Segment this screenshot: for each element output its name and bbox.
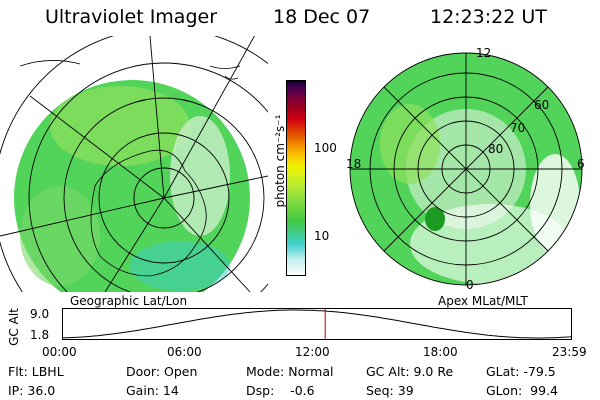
colorbar [286,80,306,276]
time-tick-0000: 00:00 [42,345,77,359]
continent-outline [90,149,207,277]
info-mode: Mode: Normal [246,364,334,379]
info-gain: Gain: 14 [126,383,179,398]
geo-map-label: Geographic Lat/Lon [70,294,188,308]
geographic-map [0,36,268,292]
info-door: Door: Open [126,364,198,379]
time-tick-2359: 23:59 [552,345,587,359]
altitude-curve [62,309,572,339]
instrument-title: Ultraviolet Imager [45,6,218,28]
info-dsp: Dsp: -0.6 [246,383,315,398]
mlt-label-18: 18 [346,157,362,171]
mlat-label-60: 60 [534,98,550,112]
info-glat: GLat: -79.5 [486,364,556,379]
info-ip: IP: 36.0 [8,383,56,398]
mlat-label-70: 70 [510,121,526,135]
apex-map-label: Apex MLat/MLT [438,294,528,308]
date-label: 18 Dec 07 [273,6,371,28]
mlt-label-6: 6 [577,157,585,171]
altitude-plot [62,308,572,340]
info-seq: Seq: 39 [366,383,414,398]
colorbar-tick-100: 100 [314,141,337,155]
info-glon: GLon: 99.4 [486,383,558,398]
info-gcalt: GC Alt: 9.0 Re [366,364,454,379]
apex-map [349,52,583,286]
lat-lon-grid [0,36,268,292]
colorbar-unit-label: photon cm⁻²s⁻¹ [273,114,287,208]
altitude-ylabel: GC Alt [7,308,21,346]
mlt-label-12: 12 [476,46,492,60]
altitude-ytick-max: 9.0 [30,307,50,321]
time-tick-1800: 18:00 [423,345,458,359]
info-flt: Flt: LBHL [8,364,64,379]
time-label: 12:23:22 UT [430,6,547,28]
time-tick-1200: 12:00 [295,345,330,359]
altitude-ytick-min: 1.8 [30,328,50,342]
colorbar-tick-10: 10 [314,229,330,243]
mlat-mlt-grid [349,52,583,286]
mlat-label-80: 80 [488,142,504,156]
time-tick-0600: 06:00 [167,345,202,359]
mlt-label-0: 0 [466,278,474,292]
